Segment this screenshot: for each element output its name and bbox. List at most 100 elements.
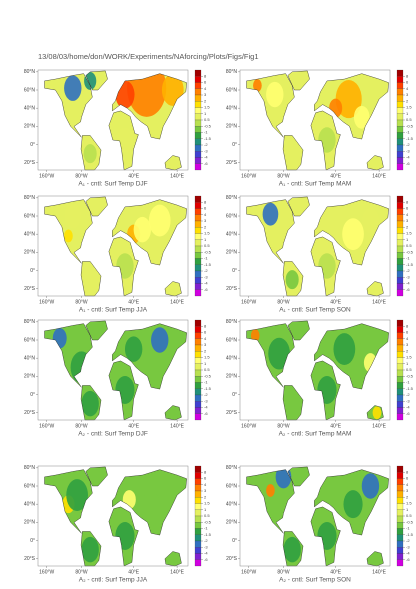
colorbar-label: 4: [406, 482, 409, 487]
map-frame: [37, 69, 189, 171]
coastline: [85, 70, 108, 91]
coastline: [310, 236, 341, 297]
colorbar-label: 8: [406, 73, 409, 78]
colorbar-label: 2: [204, 224, 207, 229]
colorbar-label: 2: [406, 98, 409, 103]
y-tick-label: 80°N: [226, 195, 238, 201]
anomaly-patch: [148, 204, 171, 237]
colorbar-swatch: [396, 509, 404, 517]
colorbar-label: 6: [204, 476, 207, 481]
colorbar-label: 2: [204, 494, 207, 499]
y-tick-label: 20°S: [24, 410, 36, 416]
colorbar-swatch: [396, 82, 404, 89]
colorbar-label: 6: [204, 330, 207, 335]
y-tick-label: 0°: [232, 392, 237, 398]
colorbar-swatch: [396, 344, 404, 352]
colorbar-swatch: [194, 338, 202, 346]
coastline: [44, 323, 93, 388]
colorbar-label: -1.5: [204, 386, 212, 391]
colorbar-label: -6: [406, 557, 410, 562]
colorbar-swatch: [194, 553, 202, 560]
map-panel: 80°N 60°N 40°N 20°N 0° 20°S 160°W 80°W 40°E 140°E…: [24, 465, 212, 584]
colorbar-label: -2: [406, 142, 410, 147]
colorbar-swatch: [194, 258, 202, 265]
y-tick-label: 40°N: [24, 232, 36, 238]
anomaly-patch: [81, 390, 99, 417]
x-tick-label: 80°W: [277, 569, 290, 575]
colorbar-swatch: [396, 208, 404, 215]
colorbar-swatch: [396, 202, 404, 209]
colorbar-swatch: [396, 319, 404, 327]
colorbar-swatch: [396, 540, 404, 548]
colorbar-label: 4: [406, 336, 409, 341]
colorbar-label: 1.5: [406, 231, 412, 236]
colorbar-label: -1.5: [406, 386, 414, 391]
anomaly-patch: [283, 536, 301, 563]
y-tick-label: 60°N: [226, 87, 238, 93]
x-tick-label: 160°W: [241, 299, 256, 305]
anomaly-patch: [342, 218, 364, 251]
colorbar-swatch: [396, 163, 404, 171]
coastline: [366, 551, 384, 567]
colorbar-label: 0.5: [406, 513, 412, 518]
colorbar-swatch: [396, 357, 404, 364]
x-tick-label: 160°W: [241, 423, 256, 429]
y-tick-label: 60°N: [226, 483, 238, 489]
coastline: [108, 110, 139, 171]
colorbar-label: -3: [204, 148, 208, 153]
colorbar-swatch: [396, 94, 404, 102]
colorbar-label: -1: [406, 130, 410, 135]
colorbar-swatch: [396, 382, 404, 389]
anomaly-patch: [361, 207, 380, 234]
colorbar-swatch: [194, 264, 202, 272]
x-tick-label: 40°E: [330, 423, 342, 429]
colorbar-label: -6: [204, 411, 208, 416]
colorbar-swatch: [194, 76, 202, 83]
colorbar-label: 6: [406, 80, 409, 85]
anomaly-patch: [343, 490, 363, 519]
colorbar-label: 4: [406, 86, 409, 91]
y-tick-label: 0°: [232, 142, 237, 148]
colorbar-label: -3: [406, 148, 410, 153]
coastline: [366, 281, 384, 297]
colorbar-swatch: [396, 195, 404, 203]
colorbar-label: 6: [204, 80, 207, 85]
colorbar-swatch: [194, 69, 202, 77]
coastline: [246, 469, 295, 534]
coastline: [282, 135, 304, 171]
colorbar-label: 8: [406, 199, 409, 204]
x-tick-label: 160°W: [39, 569, 54, 575]
coastline: [112, 323, 187, 390]
coastline: [112, 199, 187, 266]
colorbar-swatch: [396, 376, 404, 383]
colorbar-swatch: [194, 289, 202, 297]
colorbar-label: -6: [204, 287, 208, 292]
colorbar-label: -0.5: [204, 373, 212, 378]
x-tick-label: 40°E: [330, 569, 342, 575]
colorbar-label: -4: [406, 551, 410, 556]
colorbar-label: 4: [204, 336, 207, 341]
colorbar-swatch: [194, 101, 202, 108]
coastline: [366, 405, 384, 421]
colorbar-label: -2: [406, 538, 410, 543]
colorbar-label: 0.5: [204, 117, 210, 122]
colorbar-swatch: [194, 220, 202, 228]
colorbar-swatch: [194, 472, 202, 479]
coastline: [310, 506, 341, 567]
x-tick-label: 140°E: [170, 423, 184, 429]
y-tick-label: 40°N: [24, 502, 36, 508]
colorbar-swatch: [194, 132, 202, 139]
colorbar-label: 0.5: [406, 243, 412, 248]
colorbar-swatch: [194, 283, 202, 290]
anomaly-patch: [64, 229, 73, 243]
y-tick-label: 0°: [30, 538, 35, 544]
colorbar-label: 1: [204, 507, 207, 512]
coastline: [108, 360, 139, 421]
map-panel: 80°N 60°N 40°N 20°N 0° 20°S 160°W 80°W 40°E 140°E…: [226, 465, 414, 584]
y-tick-label: 20°N: [226, 124, 238, 130]
colorbar-swatch: [194, 163, 202, 171]
colorbar-swatch: [194, 344, 202, 352]
colorbar-label: -1: [204, 130, 208, 135]
coastline: [80, 135, 102, 171]
colorbar-label: 3: [406, 342, 409, 347]
